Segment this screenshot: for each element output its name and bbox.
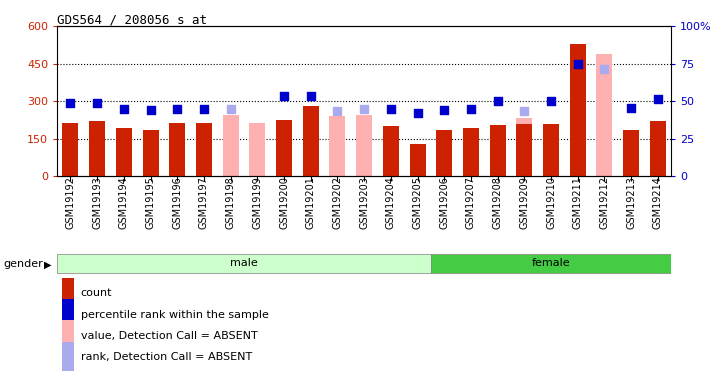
Bar [463, 128, 479, 176]
Bar [516, 124, 533, 176]
Text: count: count [81, 288, 112, 298]
Text: GSM19210: GSM19210 [546, 176, 556, 229]
Bar [62, 342, 74, 371]
Text: GSM19198: GSM19198 [226, 176, 236, 229]
Point [572, 61, 583, 67]
Bar [249, 123, 266, 176]
Point [65, 99, 76, 105]
Point [466, 106, 477, 112]
Text: GDS564 / 208056_s_at: GDS564 / 208056_s_at [57, 13, 207, 26]
Bar [57, 254, 431, 273]
Bar [62, 320, 74, 350]
Point [518, 108, 530, 114]
Text: GSM19192: GSM19192 [66, 176, 76, 229]
Point [358, 106, 370, 112]
Bar [410, 144, 426, 176]
Text: male: male [230, 258, 258, 268]
Point [171, 106, 183, 112]
Bar [543, 124, 559, 176]
Point [625, 105, 637, 111]
Bar [62, 278, 74, 307]
Text: value, Detection Call = ABSENT: value, Detection Call = ABSENT [81, 331, 258, 341]
Bar [570, 44, 585, 176]
Bar [490, 125, 506, 176]
Text: GSM19193: GSM19193 [92, 176, 102, 229]
Text: GSM19197: GSM19197 [199, 176, 209, 229]
Point [599, 66, 610, 72]
Text: GSM19200: GSM19200 [279, 176, 289, 229]
Point [118, 106, 129, 112]
Text: GSM19206: GSM19206 [439, 176, 449, 229]
Text: GSM19209: GSM19209 [519, 176, 529, 229]
Bar [356, 115, 372, 176]
Text: GSM19203: GSM19203 [359, 176, 369, 229]
Text: female: female [532, 258, 570, 268]
Bar [431, 254, 671, 273]
Bar [650, 121, 666, 176]
Point [198, 106, 210, 112]
Bar [62, 299, 74, 328]
Text: GSM19207: GSM19207 [466, 176, 476, 229]
Bar [383, 126, 399, 176]
Text: GSM19199: GSM19199 [252, 176, 262, 229]
Bar [596, 54, 613, 176]
Point [305, 93, 316, 99]
Text: GSM19195: GSM19195 [146, 176, 156, 229]
Bar [329, 116, 346, 176]
Text: GSM19196: GSM19196 [172, 176, 182, 229]
Point [91, 99, 103, 105]
Bar [436, 130, 452, 176]
Point [278, 93, 290, 99]
Text: rank, Detection Call = ABSENT: rank, Detection Call = ABSENT [81, 352, 252, 363]
Point [412, 110, 423, 116]
Bar [516, 117, 533, 176]
Text: GSM19211: GSM19211 [573, 176, 583, 229]
Point [145, 107, 156, 113]
Bar [276, 120, 292, 176]
Point [385, 106, 396, 112]
Text: gender: gender [4, 260, 44, 269]
Text: GSM19201: GSM19201 [306, 176, 316, 229]
Point [225, 106, 236, 112]
Text: GSM19202: GSM19202 [333, 176, 343, 229]
Text: GSM19208: GSM19208 [493, 176, 503, 229]
Bar [303, 106, 318, 176]
Bar [62, 123, 79, 176]
Text: GSM19204: GSM19204 [386, 176, 396, 229]
Bar [89, 121, 105, 176]
Bar [196, 123, 212, 176]
Text: ▶: ▶ [44, 260, 52, 269]
Text: percentile rank within the sample: percentile rank within the sample [81, 309, 268, 320]
Text: GSM19205: GSM19205 [413, 176, 423, 229]
Point [545, 98, 557, 104]
Point [652, 96, 663, 102]
Text: GSM19214: GSM19214 [653, 176, 663, 229]
Bar [143, 130, 159, 176]
Bar [223, 115, 238, 176]
Point [438, 107, 450, 113]
Text: GSM19194: GSM19194 [119, 176, 129, 229]
Point [492, 98, 503, 104]
Bar [116, 128, 132, 176]
Text: GSM19213: GSM19213 [626, 176, 636, 229]
Bar [169, 123, 185, 176]
Point [332, 108, 343, 114]
Text: GSM19212: GSM19212 [600, 176, 610, 229]
Bar [623, 130, 639, 176]
